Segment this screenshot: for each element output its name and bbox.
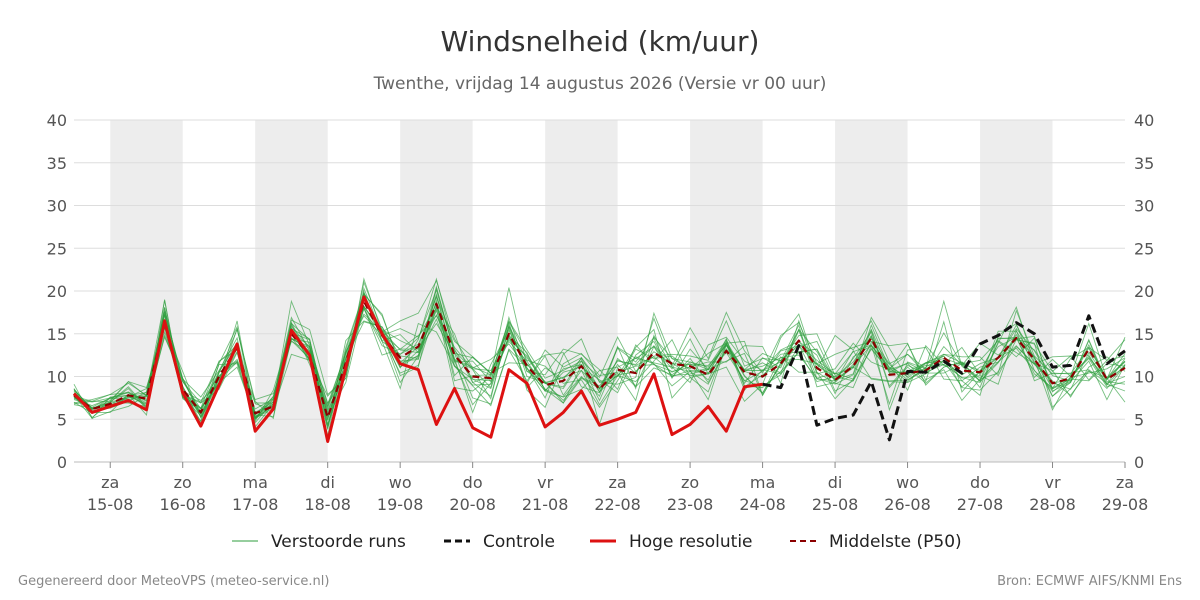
x-tick-day: za xyxy=(1116,473,1134,492)
plot-area: 0 5 10 15 20 25 30 35 40 0 5 10 15 20 25 30 35 40 za 15-0… xyxy=(47,111,1155,514)
legend-item-ensemble: Verstoorde runs xyxy=(232,532,406,552)
x-tick-date: 20-08 xyxy=(449,495,496,514)
x-tick-day: vr xyxy=(537,473,553,492)
x-tick-date: 22-08 xyxy=(594,495,641,514)
x-tick-date: 26-08 xyxy=(884,495,931,514)
x-tick-date: 28-08 xyxy=(1029,495,1076,514)
footer-source: Bron: ECMWF AIFS/KNMI Ens xyxy=(997,574,1182,589)
legend: Verstoorde runs Controle Hoge resolutie … xyxy=(232,532,962,552)
x-tick-day: vr xyxy=(1044,473,1060,492)
x-tick-day: za xyxy=(609,473,627,492)
x-tick-day: zo xyxy=(681,473,699,492)
control-line xyxy=(762,314,1126,442)
legend-item-control: Controle xyxy=(444,532,555,552)
x-tick-day: di xyxy=(320,473,335,492)
legend-label-p50: Middelste (P50) xyxy=(829,532,962,552)
legend-label-hires: Hoge resolutie xyxy=(629,532,753,552)
y-tick-label-left: 0 xyxy=(57,453,67,472)
x-tick-date: 29-08 xyxy=(1102,495,1149,514)
hires-line xyxy=(72,295,763,443)
y-tick-label-left: 10 xyxy=(47,368,67,387)
x-tick-day: wo xyxy=(896,473,919,492)
y-tick-label-right: 35 xyxy=(1134,154,1154,173)
x-tick-date: 23-08 xyxy=(667,495,714,514)
y-tick-label-left: 15 xyxy=(47,325,67,344)
x-tick-day: di xyxy=(828,473,843,492)
ensemble-run-line xyxy=(73,293,1126,418)
x-tick-date: 27-08 xyxy=(957,495,1004,514)
y-tick-label-left: 20 xyxy=(47,282,67,301)
x-tick-date: 24-08 xyxy=(739,495,786,514)
x-tick-day: ma xyxy=(750,473,775,492)
x-tick-date: 16-08 xyxy=(159,495,206,514)
chart-subtitle: Twenthe, vrijdag 14 augustus 2026 (Versi… xyxy=(373,74,827,94)
y-tick-label-right: 5 xyxy=(1134,410,1144,429)
y-tick-label-right: 10 xyxy=(1134,368,1154,387)
legend-item-hires: Hoge resolutie xyxy=(590,532,753,552)
x-tick-day: zo xyxy=(174,473,192,492)
footer-generated-by: Gegenereerd door MeteoVPS (meteo-service… xyxy=(18,574,329,589)
x-tick-day: wo xyxy=(389,473,412,492)
x-tick-date: 18-08 xyxy=(304,495,351,514)
x-tick-date: 15-08 xyxy=(87,495,134,514)
y-tick-label-right: 0 xyxy=(1134,453,1144,472)
y-tick-label-right: 30 xyxy=(1134,197,1154,216)
p50-line xyxy=(73,300,1126,419)
x-axis: za 15-08 zo 16-08 ma 17-08 di 18-08 wo 19-08 do 20-… xyxy=(87,462,1148,514)
ensemble-run-line xyxy=(73,300,1126,427)
y-tick-label-right: 25 xyxy=(1134,239,1154,258)
y-tick-label-left: 25 xyxy=(47,239,67,258)
y-tick-label-left: 5 xyxy=(57,410,67,429)
y-tick-label-right: 40 xyxy=(1134,111,1154,130)
legend-label-ensemble: Verstoorde runs xyxy=(271,532,406,552)
x-tick-date: 21-08 xyxy=(522,495,569,514)
x-tick-date: 19-08 xyxy=(377,495,424,514)
legend-label-control: Controle xyxy=(483,532,555,552)
x-tick-day: za xyxy=(101,473,119,492)
y-axis-right: 0 5 10 15 20 25 30 35 40 xyxy=(1134,111,1154,472)
x-tick-day: do xyxy=(463,473,483,492)
x-tick-day: ma xyxy=(243,473,268,492)
y-tick-label-right: 15 xyxy=(1134,325,1154,344)
chart-title: Windsnelheid (km/uur) xyxy=(441,25,760,58)
y-tick-label-left: 40 xyxy=(47,111,67,130)
main-series xyxy=(72,295,1126,443)
y-tick-label-left: 35 xyxy=(47,154,67,173)
x-tick-day: do xyxy=(970,473,990,492)
y-axis-left: 0 5 10 15 20 25 30 35 40 xyxy=(47,111,67,472)
legend-item-p50: Middelste (P50) xyxy=(790,532,962,552)
x-tick-date: 25-08 xyxy=(812,495,859,514)
y-tick-label-right: 20 xyxy=(1134,282,1154,301)
x-tick-date: 17-08 xyxy=(232,495,279,514)
y-tick-label-left: 30 xyxy=(47,197,67,216)
